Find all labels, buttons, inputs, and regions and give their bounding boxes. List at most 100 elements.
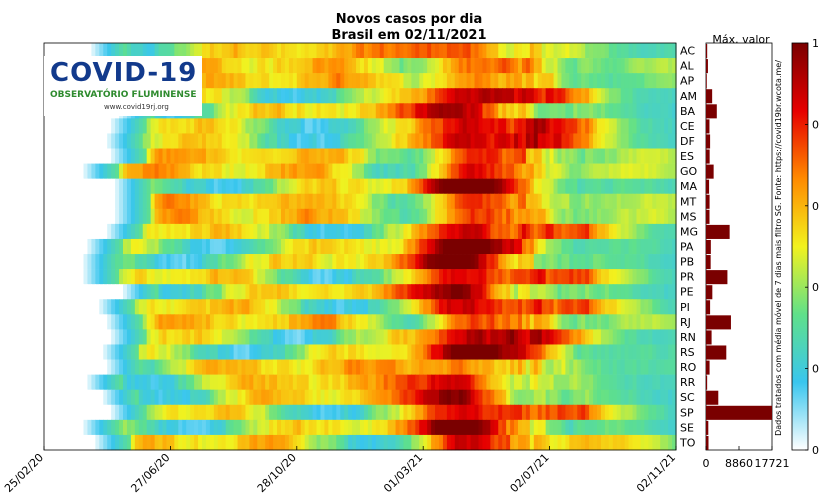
heatmap-cell <box>123 118 128 134</box>
heatmap-cell <box>644 374 649 390</box>
heatmap-cell <box>569 208 574 225</box>
heatmap-cell <box>99 434 104 451</box>
heatmap-cell <box>71 269 77 285</box>
heatmap-cell <box>340 148 345 164</box>
heatmap-cell <box>67 269 73 285</box>
heatmap-cell <box>348 344 353 360</box>
heatmap-cell <box>585 148 590 164</box>
heatmap-cell <box>352 329 357 345</box>
heatmap-cell <box>427 269 432 285</box>
heatmap-cell <box>379 314 385 330</box>
heatmap-cell <box>182 389 187 406</box>
heatmap-cell <box>474 374 480 390</box>
state-label-ms: MS <box>680 210 696 223</box>
heatmap-cell <box>292 359 298 375</box>
heatmap-cell <box>221 389 227 406</box>
heatmap-cell <box>664 269 669 285</box>
heatmap-cell <box>269 269 274 285</box>
heatmap-cell <box>525 103 531 119</box>
heatmap-cell <box>217 404 223 421</box>
heatmap-cell <box>154 254 160 270</box>
colorbar-tick-label: 1 <box>812 37 819 50</box>
heatmap-cell <box>79 314 85 330</box>
heatmap-cell <box>115 404 120 421</box>
heatmap-cell <box>407 193 412 210</box>
heatmap-cell <box>379 163 385 179</box>
heatmap-cell <box>399 208 405 225</box>
heatmap-cell <box>316 404 322 421</box>
heatmap-cell <box>395 148 401 164</box>
heatmap-cell <box>194 284 199 300</box>
heatmap-cell <box>521 299 527 315</box>
heatmap-cell <box>371 269 377 285</box>
heatmap-cell <box>59 238 65 255</box>
heatmap-cell <box>620 178 626 195</box>
heatmap-cell <box>482 269 487 285</box>
heatmap-cell <box>150 419 156 436</box>
heatmap-cell <box>134 419 140 436</box>
heatmap-cell <box>549 284 555 300</box>
heatmap-cell <box>63 238 69 255</box>
heatmap-cell <box>162 299 168 315</box>
heatmap-cell <box>628 88 634 104</box>
heatmap-cell <box>636 103 642 119</box>
heatmap-cell <box>541 148 547 164</box>
heatmap-cell <box>360 58 365 74</box>
heatmap-cell <box>320 404 326 421</box>
heatmap-cell <box>186 163 191 179</box>
heatmap-cell <box>312 404 318 421</box>
heatmap-cell <box>51 404 57 421</box>
heatmap-cell <box>672 103 677 119</box>
heatmap-cell <box>115 284 120 300</box>
heatmap-cell <box>383 193 389 210</box>
heatmap-cell <box>284 359 290 375</box>
heatmap-cell <box>375 43 381 59</box>
heatmap-cell <box>462 73 468 89</box>
heatmap-cell <box>336 329 341 345</box>
heatmap-cell <box>352 404 357 421</box>
heatmap-cell <box>47 359 53 375</box>
heatmap-cell <box>186 178 191 195</box>
heatmap-cell <box>403 73 408 89</box>
heatmap-cell <box>672 88 677 104</box>
heatmap-cell <box>454 223 460 240</box>
heatmap-cell <box>130 389 136 406</box>
heatmap-cell <box>83 178 89 195</box>
heatmap-cell <box>367 103 373 119</box>
heatmap-cell <box>628 103 634 119</box>
heatmap-cell <box>75 434 81 451</box>
heatmap-cell <box>154 43 160 59</box>
heatmap-cell <box>265 223 270 240</box>
heatmap-cell <box>656 299 661 315</box>
heatmap-cell <box>423 344 428 360</box>
heatmap-cell <box>87 193 92 210</box>
heatmap-cell <box>245 314 250 330</box>
heatmap-cell <box>63 329 69 345</box>
heatmap-cell <box>241 193 247 210</box>
heatmap-cell <box>336 284 341 300</box>
heatmap-cell <box>320 374 326 390</box>
heatmap-cell <box>628 58 634 74</box>
heatmap-cell <box>332 43 337 59</box>
heatmap-cell <box>308 73 314 89</box>
heatmap-cell <box>63 359 69 375</box>
heatmap-cell <box>387 223 393 240</box>
heatmap-cell <box>233 359 239 375</box>
heatmap-cell <box>107 133 112 149</box>
heatmap-cell <box>597 133 602 149</box>
heatmap-cell <box>55 208 61 225</box>
heatmap-cell <box>533 284 539 300</box>
heatmap-cell <box>569 269 574 285</box>
heatmap-cell <box>265 103 270 119</box>
heatmap-cell <box>458 329 464 345</box>
heatmap-cell <box>573 269 578 285</box>
heatmap-cell <box>261 254 266 270</box>
heatmap-cell <box>142 359 148 375</box>
heatmap-cell <box>296 344 302 360</box>
heatmap-cell <box>549 299 555 315</box>
heatmap-cell <box>395 374 401 390</box>
heatmap-cell <box>581 344 586 360</box>
heatmap-cell <box>288 43 294 59</box>
heatmap-cell <box>624 374 630 390</box>
heatmap-cell <box>427 223 432 240</box>
